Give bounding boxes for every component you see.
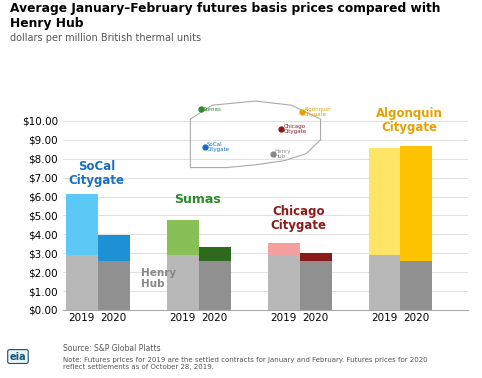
Text: Algonquin
Citygate: Algonquin Citygate [376, 107, 443, 134]
Bar [268, 243, 300, 255]
Text: Chicago
Citygate: Chicago Citygate [284, 124, 307, 134]
Bar [369, 255, 401, 310]
Text: SoCal
Citygate: SoCal Citygate [68, 160, 124, 187]
Bar [268, 255, 300, 310]
Text: Algonquin
Citygate: Algonquin Citygate [304, 107, 332, 117]
Text: Sumas: Sumas [202, 107, 222, 112]
Text: Sumas: Sumas [174, 193, 221, 206]
Bar [401, 261, 432, 310]
Text: Note: Futures prices for 2019 are the settled contracts for January and February: Note: Futures prices for 2019 are the se… [63, 357, 427, 370]
Bar [66, 194, 98, 255]
Bar [199, 247, 230, 261]
Text: Henry Hub: Henry Hub [10, 17, 83, 30]
Bar [300, 253, 332, 261]
Text: Henry
Hub: Henry Hub [141, 268, 176, 289]
Bar [167, 220, 199, 255]
Text: Average January–February futures basis prices compared with: Average January–February futures basis p… [10, 2, 440, 15]
Text: eia: eia [10, 352, 26, 361]
Bar [98, 235, 130, 261]
Bar [300, 261, 332, 310]
Bar [401, 147, 432, 261]
Text: SoCal
Citygate: SoCal Citygate [207, 142, 230, 152]
Text: Henry
Hub: Henry Hub [275, 149, 292, 159]
Bar [167, 255, 199, 310]
Text: Chicago
Citygate: Chicago Citygate [270, 206, 326, 232]
Bar [199, 261, 230, 310]
Bar [66, 255, 98, 310]
Bar [98, 261, 130, 310]
Bar [369, 149, 401, 255]
Text: dollars per million British thermal units: dollars per million British thermal unit… [10, 33, 201, 43]
Text: Source: S&P Global Platts: Source: S&P Global Platts [63, 344, 161, 353]
